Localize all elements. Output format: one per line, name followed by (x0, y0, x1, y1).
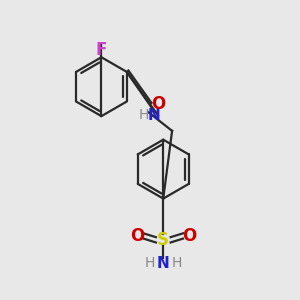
Text: N: N (157, 256, 169, 271)
Text: O: O (182, 227, 196, 245)
Text: O: O (130, 227, 145, 245)
Text: H: H (144, 256, 154, 270)
Text: S: S (157, 231, 169, 249)
Text: O: O (151, 95, 165, 113)
Text: H: H (172, 256, 182, 270)
Text: F: F (96, 41, 107, 59)
Text: N: N (147, 108, 160, 123)
Text: H: H (139, 108, 149, 122)
